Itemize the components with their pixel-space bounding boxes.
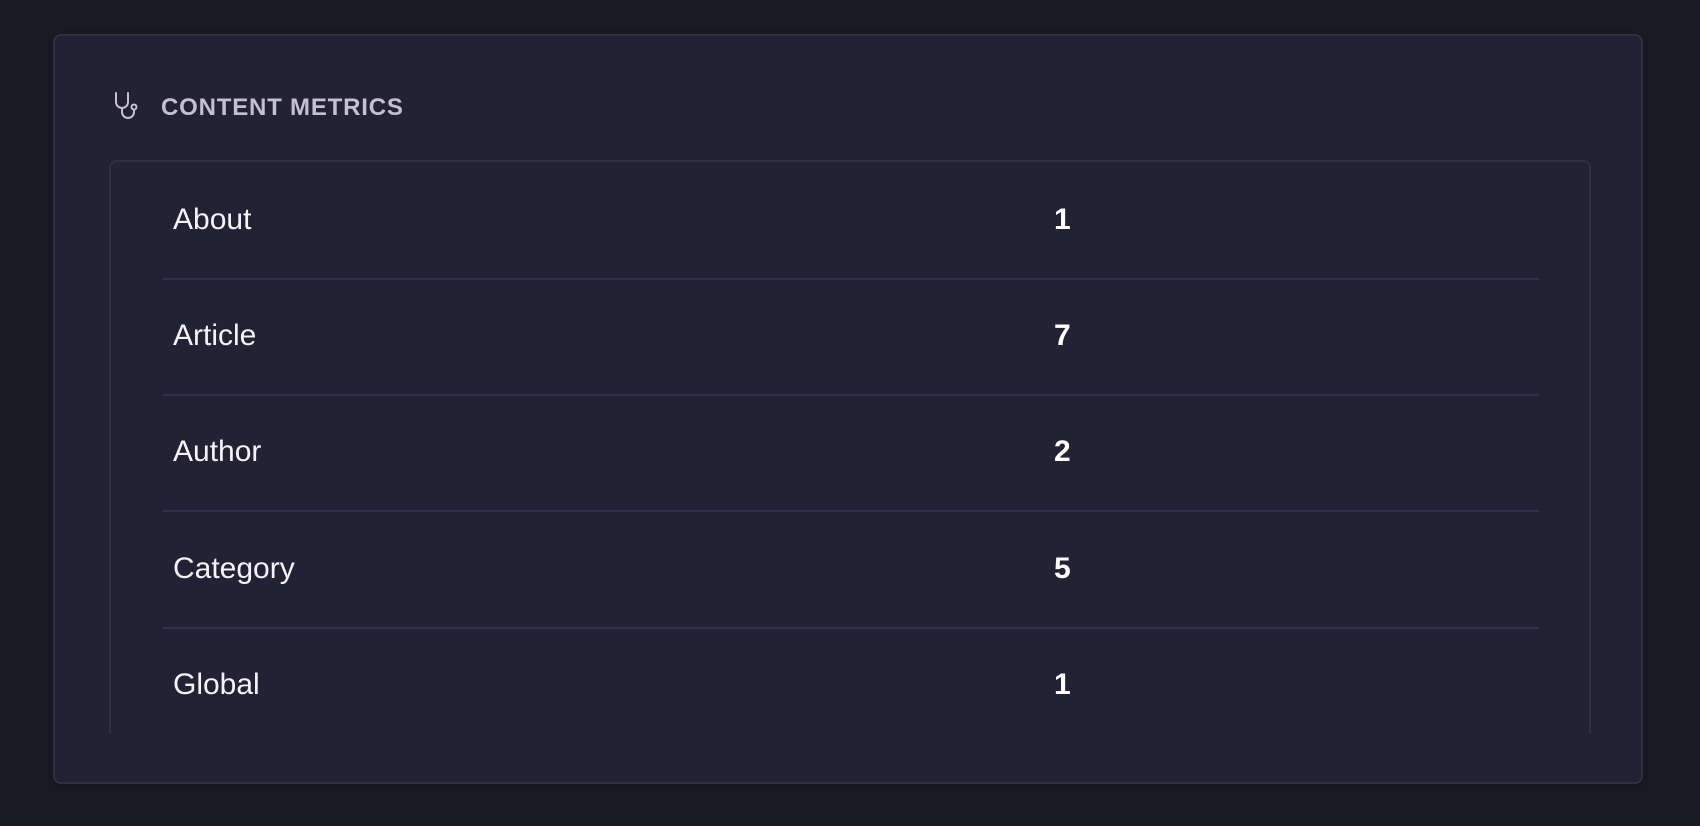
metrics-list[interactable]: About 1 Article 7 Author 2 Category 5 Gl… [109,160,1591,734]
metric-label: Author [173,435,262,468]
list-item: Global 1 [163,627,1539,734]
metric-value: 1 [1054,668,1071,701]
list-item: Category 5 [163,511,1539,629]
card-title: CONTENT METRICS [161,94,404,121]
metric-value: 2 [1054,435,1071,468]
list-item: About 1 [163,162,1539,280]
metric-label: Article [173,319,257,352]
metric-label: Global [173,668,260,701]
metric-label: Category [173,552,295,585]
stethoscope-icon [111,90,143,127]
list-item: Author 2 [163,394,1539,512]
content-metrics-card: CONTENT METRICS About 1 Article 7 Author… [53,34,1643,784]
card-header: CONTENT METRICS [111,90,404,126]
metric-label: About [173,203,252,236]
list-item: Article 7 [163,278,1539,396]
metric-value: 5 [1054,552,1071,585]
metric-value: 1 [1054,203,1071,236]
metric-value: 7 [1054,319,1071,352]
